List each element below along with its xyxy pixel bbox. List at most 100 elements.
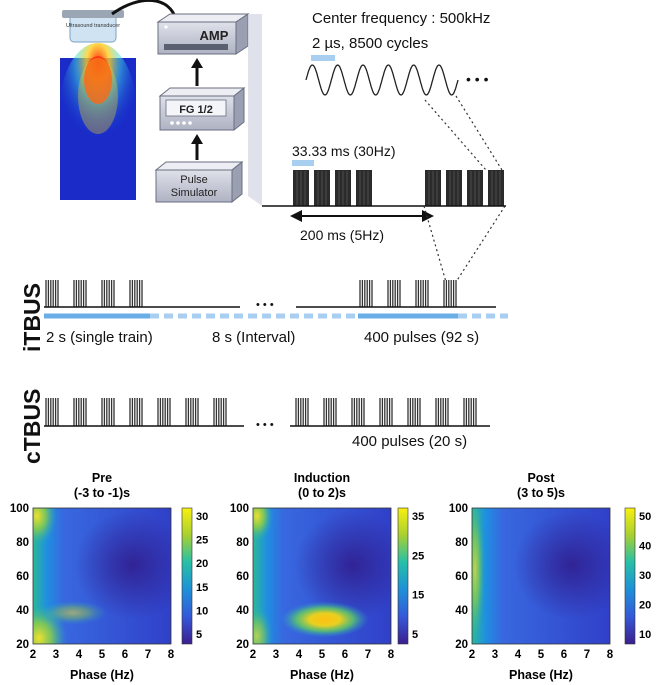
heatmap-subtitle: (3 to 5)s	[517, 486, 565, 500]
heatmap-title: Pre	[92, 471, 112, 485]
burst-period-text: 33.33 ms (30Hz)	[292, 143, 395, 159]
heatmap-xtick: 3	[492, 649, 498, 661]
itbus-panel: iTBUS • • • 2 s (single train) 8 s (Inte…	[19, 280, 508, 352]
ctbus-pulse-train	[45, 398, 59, 426]
ctbus-pulse-train	[463, 398, 477, 426]
itbus-pulse-train	[129, 280, 143, 307]
itbus-pulse-train	[101, 280, 115, 307]
zoom-wedge	[248, 14, 262, 206]
heatmap-xtick: 4	[515, 649, 522, 661]
pulse-simulator-label-2: Simulator	[171, 187, 218, 199]
heatmap-ytick: 100	[10, 503, 29, 515]
itbus-pulse-train	[415, 280, 429, 307]
heatmap-xtick: 3	[53, 649, 59, 661]
waveform-ellipsis: • • •	[466, 71, 489, 87]
sine-wave	[305, 64, 459, 96]
itbus-single-train-text: 2 s (single train)	[46, 329, 153, 346]
colorbar-tick: 20	[639, 600, 651, 612]
ctbus-pulse-train	[435, 398, 449, 426]
colorbar-tick: 30	[639, 570, 651, 582]
colorbar-tick: 15	[412, 590, 424, 602]
heatmap-xlabel: Phase (Hz)	[70, 668, 134, 682]
heatmap-xtick: 8	[388, 649, 395, 661]
heatmap-image	[253, 508, 391, 644]
pulse-simulator-label-1: Pulse	[180, 174, 208, 186]
waveform-panel: Center frequency : 500kHz 2 µs, 8500 cyc…	[305, 10, 490, 96]
amp-label: AMP	[200, 28, 229, 43]
ctbus-pulse-train	[407, 398, 421, 426]
heatmap-image	[33, 508, 171, 644]
heatmap-ytick: 80	[455, 537, 468, 549]
heatmap-ytick: 60	[16, 571, 29, 583]
heatmap-xtick: 2	[469, 649, 475, 661]
itbus-pulse-group	[45, 280, 457, 307]
heatmap-xtick: 2	[250, 649, 256, 661]
heatmap-ytick: 60	[236, 571, 249, 583]
ctbus-pulse-train	[101, 398, 115, 426]
itbus-pulse-train	[73, 280, 87, 307]
ctbus-pulse-train	[185, 398, 199, 426]
heatmap-xtick: 6	[342, 649, 348, 661]
ctbus-pulse-train	[295, 398, 309, 426]
amp-box: AMP	[156, 13, 250, 55]
colorbar-tick: 5	[412, 629, 418, 641]
colorbar-tick: 35	[412, 511, 424, 523]
ctbus-label: cTBUS	[19, 389, 45, 464]
center-frequency-text: Center frequency : 500kHz	[312, 10, 490, 27]
fg-label: FG 1/2	[179, 104, 213, 116]
itbus-pulse-train	[45, 280, 59, 307]
ctbus-pulse-train	[129, 398, 143, 426]
heatmap-xtick: 7	[145, 649, 151, 661]
heatmap-xtick: 5	[99, 649, 106, 661]
colorbar-tick: 30	[196, 511, 208, 523]
heatmap-colorbar	[181, 507, 193, 645]
heatmap-ytick: 40	[16, 605, 29, 617]
fg-box: FG 1/2	[158, 86, 246, 132]
itbus-interval-text: 8 s (Interval)	[212, 329, 295, 346]
colorbar-tick: 5	[196, 629, 202, 641]
heatmap-ytick: 20	[236, 639, 249, 651]
ctbus-ellipsis: • • •	[256, 419, 274, 431]
colorbar-tick: 25	[412, 550, 424, 562]
heatmap-xtick: 7	[584, 649, 590, 661]
heatmap-xtick: 5	[319, 649, 326, 661]
itbus-pulse-train	[359, 280, 373, 307]
heatmap-xlabel: Phase (Hz)	[509, 668, 573, 682]
heatmap-xtick: 5	[538, 649, 545, 661]
cycles-text: 2 µs, 8500 cycles	[312, 35, 428, 52]
colorbar-tick: 20	[196, 558, 208, 570]
itbus-pulse-train	[387, 280, 401, 307]
heatmap-ytick: 20	[455, 639, 468, 651]
ctbus-pulse-train	[73, 398, 87, 426]
itbus-ellipsis: • • •	[256, 299, 274, 311]
heatmap-xlabel: Phase (Hz)	[290, 668, 354, 682]
setup-schematic: Ultrasound transducer AMP FG 1/2	[60, 0, 262, 206]
heatmap-ytick: 80	[236, 537, 249, 549]
heatmap-ytick: 20	[16, 639, 29, 651]
heatmap-colorbar	[624, 507, 636, 645]
colorbar-tick: 40	[639, 541, 651, 553]
heatmap-xtick: 8	[168, 649, 175, 661]
heatmap-ytick: 60	[455, 571, 468, 583]
heatmap-subtitle: (0 to 2)s	[298, 486, 346, 500]
heatmap-colorbar	[397, 507, 409, 645]
heatmap-ytick: 40	[455, 605, 468, 617]
heatmap-xtick: 3	[273, 649, 279, 661]
heatmap-ytick: 100	[449, 503, 468, 515]
transducer-label: Ultrasound transducer	[66, 23, 120, 29]
heatmap-xtick: 6	[561, 649, 567, 661]
itbus-pulse-train	[443, 280, 457, 307]
ctbus-pulse-train	[157, 398, 171, 426]
ctbus-pulse-train	[213, 398, 227, 426]
heatmap-title: Induction	[294, 471, 350, 485]
heatmap-xtick: 4	[76, 649, 83, 661]
ctbus-pulse-group	[45, 398, 477, 426]
burst-period-bar	[292, 160, 314, 166]
ctbus-pulse-train	[323, 398, 337, 426]
ctbus-pulse-train	[379, 398, 393, 426]
ctbus-pulses-text: 400 pulses (20 s)	[352, 433, 467, 450]
heatmap-panel: Induction(0 to 2)s 100 80 60 40 202 3 4 5 6 7 8 Phas…	[230, 471, 424, 682]
colorbar-tick: 50	[639, 511, 651, 523]
